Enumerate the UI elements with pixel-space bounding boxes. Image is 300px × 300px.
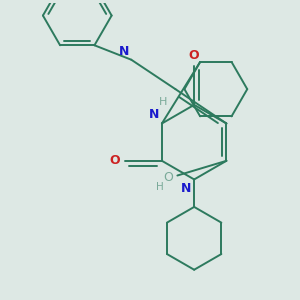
Text: O: O: [109, 154, 120, 167]
Text: O: O: [164, 171, 173, 184]
Text: H: H: [159, 97, 168, 107]
Text: H: H: [156, 182, 164, 192]
Text: O: O: [189, 49, 200, 62]
Text: N: N: [119, 45, 129, 58]
Text: N: N: [148, 108, 159, 121]
Text: N: N: [181, 182, 191, 195]
